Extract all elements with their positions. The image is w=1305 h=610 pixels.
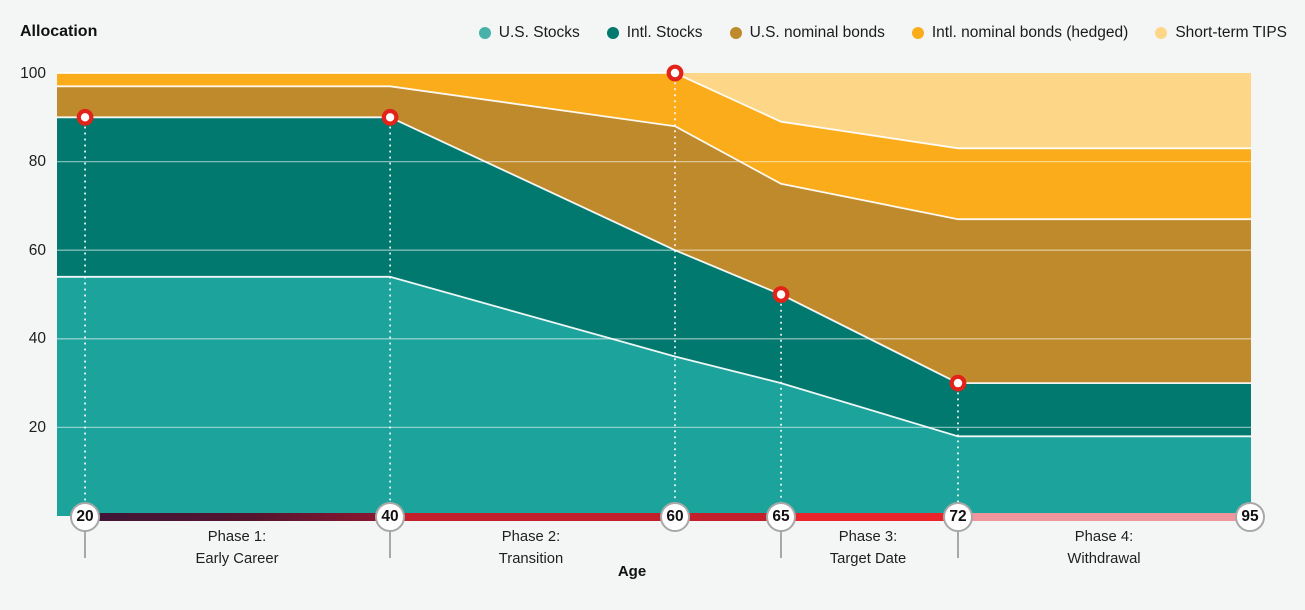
legend-swatch-icon xyxy=(606,27,619,39)
age-node-72: 72 xyxy=(943,502,973,532)
legend-swatch-icon xyxy=(729,27,742,39)
glide-marker-age-60[interactable] xyxy=(666,64,684,82)
phase-label-3: Phase 3: Target Date xyxy=(758,527,978,570)
legend-item-2[interactable]: U.S. nominal bonds xyxy=(729,24,885,42)
age-node-label: 65 xyxy=(772,508,790,525)
stacked-area-plot xyxy=(57,64,1251,516)
phase-label-4: Phase 4: Withdrawal xyxy=(994,527,1214,570)
area-band-3 xyxy=(57,73,1251,220)
x-axis-title: Age xyxy=(617,563,647,580)
phase-line1: Phase 1: xyxy=(207,529,267,545)
axis-tick-age-72 xyxy=(957,531,959,558)
phase-line2: Transition xyxy=(498,550,564,567)
legend-item-0[interactable]: U.S. Stocks xyxy=(478,24,580,42)
legend-label: U.S. nominal bonds xyxy=(749,24,885,41)
phase-line1: Phase 2: xyxy=(501,529,561,545)
area-band-1 xyxy=(57,117,1251,437)
phase-label-2: Phase 2: Transition xyxy=(421,527,641,570)
phase-bar-segment-1 xyxy=(85,513,390,521)
y-tick-label: 100 xyxy=(20,64,46,82)
age-node-label: 60 xyxy=(666,508,684,525)
y-tick-label: 20 xyxy=(28,418,46,436)
y-tick-label: 40 xyxy=(28,330,46,348)
age-node-label: 20 xyxy=(76,508,94,525)
legend-item-3[interactable]: Intl. nominal bonds (hedged) xyxy=(911,24,1129,42)
legend-swatch-icon xyxy=(911,27,924,39)
legend-label: Intl. Stocks xyxy=(626,24,703,41)
legend: U.S. Stocks Intl. Stocks U.S. nominal bond… xyxy=(478,24,1287,42)
glide-marker-age-40[interactable] xyxy=(381,108,399,126)
age-node-label: 72 xyxy=(949,508,967,525)
age-node-label: 40 xyxy=(381,508,399,525)
legend-label: Intl. nominal bonds (hedged) xyxy=(931,24,1129,41)
axis-tick-age-65 xyxy=(780,531,782,558)
legend-swatch-icon xyxy=(1155,27,1168,39)
phase-line1: Phase 4: xyxy=(1074,529,1134,545)
legend-label: Short-term TIPS xyxy=(1175,24,1287,41)
phase-bar-segment-2 xyxy=(390,513,781,521)
legend-item-1[interactable]: Intl. Stocks xyxy=(606,24,703,42)
y-tick-label: 60 xyxy=(28,241,46,259)
axis-tick-age-40 xyxy=(389,531,391,558)
legend-item-4[interactable]: Short-term TIPS xyxy=(1155,24,1287,42)
glide-marker-age-20[interactable] xyxy=(76,108,94,126)
glide-marker-age-65[interactable] xyxy=(772,286,790,303)
phase-line2: Target Date xyxy=(829,550,907,567)
phase-label-1: Phase 1: Early Career xyxy=(127,527,347,570)
plot-canvas xyxy=(57,64,1251,516)
phase-bar-segment-4 xyxy=(958,513,1250,521)
phase-line1: Phase 3: xyxy=(838,529,898,545)
age-node-label: 95 xyxy=(1241,508,1259,525)
chart-title: Allocation xyxy=(20,23,98,40)
age-node-65: 65 xyxy=(766,502,796,532)
phase-line2: Early Career xyxy=(195,550,279,567)
phase-line2: Withdrawal xyxy=(1067,550,1141,567)
age-node-60: 60 xyxy=(660,502,690,532)
axis-tick-age-20 xyxy=(84,531,86,558)
age-node-40: 40 xyxy=(375,502,405,532)
area-band-2 xyxy=(57,86,1251,384)
age-node-95: 95 xyxy=(1235,502,1265,532)
area-band-4 xyxy=(57,73,1251,149)
area-band-0 xyxy=(57,276,1251,516)
glide-marker-age-72[interactable] xyxy=(949,374,967,392)
legend-swatch-icon xyxy=(478,27,491,39)
age-node-20: 20 xyxy=(70,502,100,532)
phase-bar-segment-3 xyxy=(781,513,958,521)
y-tick-label: 80 xyxy=(28,153,46,171)
legend-label: U.S. Stocks xyxy=(498,24,580,41)
